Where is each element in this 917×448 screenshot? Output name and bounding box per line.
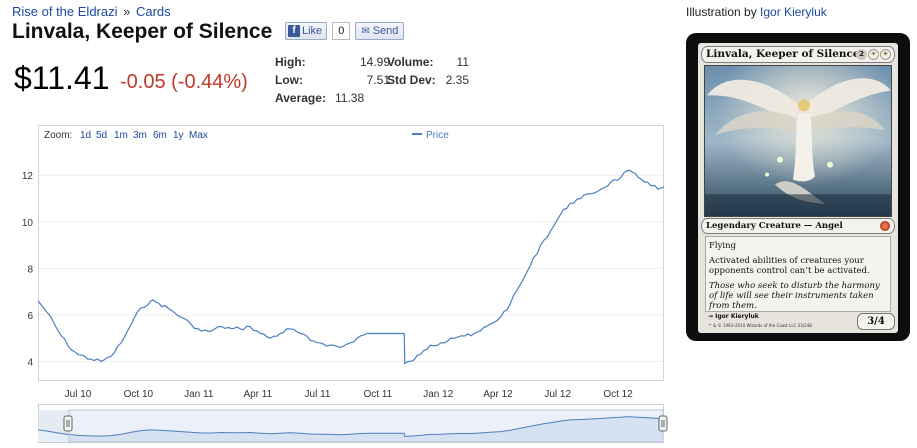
stat-stddev: Std Dev: 2.35	[387, 73, 469, 87]
illustration-artist-link[interactable]: Igor Kieryluk	[760, 5, 827, 19]
x-tick-oct-11: Oct 11	[364, 389, 393, 400]
y-tick-6: 6	[27, 311, 33, 322]
zoom-option-5d[interactable]: 5d	[96, 130, 107, 141]
stat-high: High: 14.99	[275, 55, 390, 69]
angel-artwork-illustration	[705, 66, 891, 216]
card-text-box: Flying Activated abilities of creatures …	[705, 236, 891, 312]
social-buttons: f Like 0 ✉ Send	[285, 22, 405, 40]
stat-volume-value: 11	[456, 55, 469, 69]
like-count: 0	[332, 22, 351, 40]
breadcrumb-separator: »	[123, 4, 131, 19]
stat-high-value: 14.99	[359, 55, 390, 69]
stat-volume: Volume: 11	[387, 55, 469, 69]
y-axis-labels: 4 6 8 10 12	[22, 171, 34, 368]
navigator-handle-right[interactable]	[658, 415, 668, 432]
page-title: Linvala, Keeper of Silence	[12, 20, 273, 43]
x-tick-jul-12: Jul 12	[544, 389, 571, 400]
breadcrumb-cards-link[interactable]: Cards	[135, 4, 171, 19]
illustration-credit: Illustration by Igor Kieryluk	[686, 5, 827, 19]
mana-white-icon: ☀	[868, 49, 879, 60]
navigator-area	[38, 416, 664, 442]
send-button[interactable]: ✉ Send	[355, 22, 405, 40]
chart-grid	[39, 174, 663, 362]
x-tick-jan-12: Jan 12	[423, 389, 453, 400]
stat-average-label: Average:	[275, 91, 326, 105]
x-tick-jan-11: Jan 11	[184, 389, 214, 400]
chart-plot-frame	[38, 125, 664, 381]
stat-stddev-value: 2.35	[445, 73, 469, 87]
zoom-option-6m[interactable]: 6m	[153, 130, 167, 141]
price-series-line	[37, 169, 665, 365]
x-tick-apr-11: Apr 11	[243, 389, 272, 400]
card-artwork	[704, 65, 892, 217]
card-mana-cost: 2 ☀ ☀	[856, 49, 891, 60]
card-type-line: Legendary Creature — Angel	[706, 221, 843, 231]
mana-white-icon: ☀	[880, 49, 891, 60]
facebook-icon: f	[288, 25, 300, 37]
mana-generic-icon: 2	[856, 49, 867, 60]
stat-high-label: High:	[275, 55, 306, 69]
card-copyright: ™ & © 1993–2010 Wizards of the Coast LLC…	[708, 323, 812, 328]
card-rule-flying: Flying	[709, 241, 737, 251]
x-tick-jul-10: Jul 10	[65, 389, 92, 400]
current-price: $11.41	[14, 60, 110, 96]
card-artist: → Igor Kieryluk	[708, 313, 759, 320]
card-power-toughness: 3/4	[857, 313, 895, 330]
card-name-bar: Linvala, Keeper of Silence 2 ☀ ☀	[701, 46, 895, 63]
card-image: Linvala, Keeper of Silence 2 ☀ ☀	[686, 33, 910, 341]
stat-average-value: 11.38	[335, 91, 365, 105]
zoom-option-1m[interactable]: 1m	[114, 130, 128, 141]
x-tick-jul-11: Jul 11	[305, 389, 331, 400]
zoom-option-3m[interactable]: 3m	[133, 130, 147, 141]
zoom-option-1y[interactable]: 1y	[173, 130, 184, 141]
price-change: -0.05 (-0.44%)	[120, 71, 248, 93]
card-type-bar: Legendary Creature — Angel	[701, 218, 895, 234]
stat-low: Low: 7.51	[275, 73, 390, 87]
x-tick-oct-10: Oct 10	[124, 389, 154, 400]
zoom-option-1d[interactable]: 1d	[80, 130, 91, 141]
card-artist-name: Igor Kieryluk	[715, 313, 759, 320]
breadcrumb: Rise of the Eldrazi » Cards	[12, 4, 171, 19]
zoom-options: 1d 5d 1m 3m 6m 1y Max	[80, 130, 208, 141]
paintbrush-icon: →	[708, 313, 714, 320]
set-symbol-icon	[880, 221, 890, 231]
card-frame: Linvala, Keeper of Silence 2 ☀ ☀	[698, 43, 898, 333]
navigator-handle-left[interactable]	[63, 415, 73, 432]
illustration-label: Illustration by	[686, 5, 757, 19]
x-tick-oct-12: Oct 12	[603, 389, 633, 400]
x-tick-apr-12: Apr 12	[483, 389, 513, 400]
y-tick-8: 8	[27, 264, 33, 275]
send-label: Send	[372, 25, 399, 37]
x-axis-labels: Jul 10 Oct 10 Jan 11 Apr 11 Jul 11 Oct 11 Jan …	[65, 389, 634, 400]
navigator-line	[37, 416, 665, 437]
stat-average: Average: 11.38	[275, 91, 390, 105]
stat-volume-label: Volume:	[387, 55, 434, 69]
card-rule-ability: Activated abilities of creatures your op…	[709, 256, 870, 276]
price-chart: Zoom: 1d 5d 1m 3m 6m 1y Max Price 4 6 8 10 12 Jul …	[22, 125, 668, 443]
legend-price-label[interactable]: Price	[426, 130, 449, 141]
navigator-selection[interactable]	[68, 409, 664, 443]
zoom-option-Max[interactable]: Max	[189, 130, 208, 141]
stat-stddev-label: Std Dev:	[387, 73, 436, 87]
breadcrumb-set-link[interactable]: Rise of the Eldrazi	[12, 4, 118, 19]
stat-low-label: Low:	[275, 73, 303, 87]
y-tick-4: 4	[27, 357, 33, 368]
y-tick-10: 10	[22, 218, 34, 229]
price-chart-svg: Zoom: 1d 5d 1m 3m 6m 1y Max Price 4 6 8 10 12 Jul …	[22, 125, 668, 443]
envelope-icon: ✉	[361, 25, 370, 37]
card-name: Linvala, Keeper of Silence	[706, 48, 860, 60]
facebook-like-button[interactable]: f Like	[285, 22, 328, 40]
like-label: Like	[302, 25, 323, 37]
y-tick-12: 12	[22, 171, 34, 182]
card-flavor-text: Those who seek to disturb the harmony of…	[709, 281, 880, 311]
zoom-label: Zoom:	[44, 130, 72, 141]
stat-low-value: 7.51	[366, 73, 390, 87]
